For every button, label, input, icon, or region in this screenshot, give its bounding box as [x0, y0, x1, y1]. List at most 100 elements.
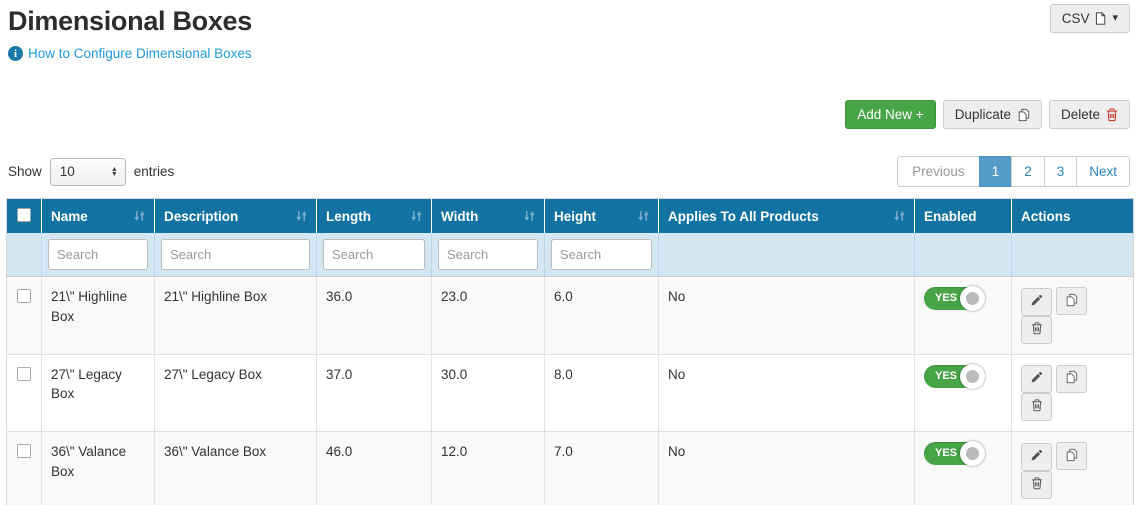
cell-actions: [1011, 354, 1134, 432]
search-input-description[interactable]: [161, 239, 310, 270]
enabled-toggle[interactable]: YES: [924, 363, 985, 389]
sort-icon: [637, 210, 650, 222]
row-edit-button[interactable]: [1021, 365, 1052, 393]
search-spacer-cell: [6, 233, 42, 277]
cell-applies-to-all: No: [658, 276, 915, 355]
cell-name: 36\" Valance Box: [41, 431, 155, 505]
column-label: Length: [326, 208, 371, 224]
delete-button[interactable]: Delete: [1048, 100, 1130, 129]
pagination-previous[interactable]: Previous: [897, 156, 980, 187]
help-row: i How to Configure Dimensional Boxes: [8, 46, 1130, 61]
search-cell-length: [316, 233, 432, 277]
enabled-toggle[interactable]: YES: [924, 286, 985, 311]
cell-name: 21\" Highline Box: [41, 276, 155, 355]
column-header-height[interactable]: Height: [544, 198, 659, 233]
copy-icon: [1065, 448, 1078, 465]
column-label: Height: [554, 208, 596, 224]
row-delete-button[interactable]: [1021, 393, 1052, 421]
column-label: Description: [164, 208, 239, 224]
copy-icon: [1065, 370, 1078, 387]
sort-icon: [523, 210, 536, 222]
search-cell-actions: [1011, 233, 1134, 277]
entries-select-value: 10: [59, 164, 75, 179]
row-delete-button[interactable]: [1021, 470, 1052, 499]
row-edit-button[interactable]: [1021, 442, 1052, 471]
row-edit-button[interactable]: [1021, 287, 1052, 316]
column-header-name[interactable]: Name: [41, 198, 155, 233]
copy-icon: [1017, 108, 1030, 122]
cell-width: 23.0: [431, 276, 545, 355]
add-new-button[interactable]: Add New +: [845, 100, 936, 129]
pagination-page-1[interactable]: 1: [978, 156, 1013, 187]
cell-description: 21\" Highline Box: [154, 276, 317, 355]
select-all-checkbox[interactable]: [17, 207, 31, 222]
top-row: Dimensional Boxes CSV ▾: [6, 4, 1132, 37]
duplicate-button[interactable]: Duplicate: [942, 100, 1042, 129]
cell-length: 37.0: [316, 354, 432, 432]
search-cell-applies-to-all-products: [658, 233, 915, 277]
select-stepper-icon: ▲ ▼: [110, 165, 118, 178]
row-copy-button[interactable]: [1056, 442, 1087, 470]
pagination-next[interactable]: Next: [1076, 156, 1130, 187]
search-input-width[interactable]: [438, 239, 538, 270]
toolbar: Add New + Duplicate Delete: [6, 100, 1132, 129]
cell-description: 36\" Valance Box: [154, 431, 317, 505]
search-input-name[interactable]: [48, 239, 148, 270]
table-row: 21\" Highline Box 21\" Highline Box 36.0 23…: [6, 276, 1134, 355]
trash-icon: [1031, 321, 1043, 338]
cell-enabled: YES: [914, 431, 1012, 505]
column-label: Name: [51, 208, 88, 224]
cell-name: 27\" Legacy Box: [41, 354, 155, 432]
row-select-cell: [6, 431, 42, 505]
pencil-icon: [1030, 294, 1043, 310]
search-cell-description: [154, 233, 317, 277]
page-title: Dimensional Boxes: [8, 6, 252, 36]
delete-label: Delete: [1060, 107, 1100, 122]
toggle-knob-icon: [960, 363, 985, 389]
row-delete-button[interactable]: [1021, 315, 1052, 344]
table-header-row: Name Description Length Width Height Applies …: [6, 198, 1134, 233]
column-header-width[interactable]: Width: [431, 198, 545, 233]
column-header-applies-to-all-products[interactable]: Applies To All Products: [658, 198, 915, 233]
csv-export-button[interactable]: CSV ▾: [1049, 4, 1130, 33]
toggle-knob-icon: [960, 286, 985, 311]
table-wrap: Name Description Length Width Height Applies …: [6, 198, 1134, 505]
show-label: Show: [8, 164, 42, 179]
column-header-length[interactable]: Length: [316, 198, 432, 233]
pagination-page-2[interactable]: 2: [1011, 156, 1045, 187]
column-header-description[interactable]: Description: [154, 198, 317, 233]
cell-applies-to-all: No: [658, 354, 915, 432]
cell-description: 27\" Legacy Box: [154, 354, 317, 432]
cell-enabled: YES: [914, 276, 1012, 355]
trash-icon: [1031, 476, 1043, 493]
cell-applies-to-all: No: [658, 431, 915, 505]
trash-icon: [1031, 399, 1043, 415]
row-copy-button[interactable]: [1056, 364, 1087, 393]
row-checkbox[interactable]: [17, 444, 31, 458]
toggle-knob-icon: [960, 441, 985, 466]
pencil-icon: [1030, 449, 1043, 465]
search-input-height[interactable]: [551, 239, 652, 270]
help-link[interactable]: How to Configure Dimensional Boxes: [28, 46, 252, 61]
search-input-length[interactable]: [323, 239, 425, 270]
cell-height: 8.0: [544, 354, 659, 432]
enabled-toggle-label: YES: [935, 369, 958, 382]
column-header-enabled: Enabled: [914, 198, 1012, 233]
row-copy-button[interactable]: [1056, 287, 1087, 315]
trash-icon: [1106, 107, 1118, 122]
column-label: Actions: [1021, 208, 1071, 224]
pencil-icon: [1030, 371, 1043, 387]
entries-label: entries: [133, 164, 175, 179]
cell-length: 36.0: [316, 276, 432, 355]
row-checkbox[interactable]: [17, 289, 31, 303]
pagination-page-3[interactable]: 3: [1043, 156, 1078, 187]
table-search-row: [6, 233, 1134, 277]
enabled-toggle[interactable]: YES: [924, 441, 985, 466]
info-icon: i: [8, 46, 23, 61]
add-new-label: Add New +: [857, 107, 924, 122]
entries-select[interactable]: 10 ▲ ▼: [49, 157, 126, 186]
row-checkbox[interactable]: [17, 366, 31, 381]
column-label: Enabled: [924, 208, 977, 224]
